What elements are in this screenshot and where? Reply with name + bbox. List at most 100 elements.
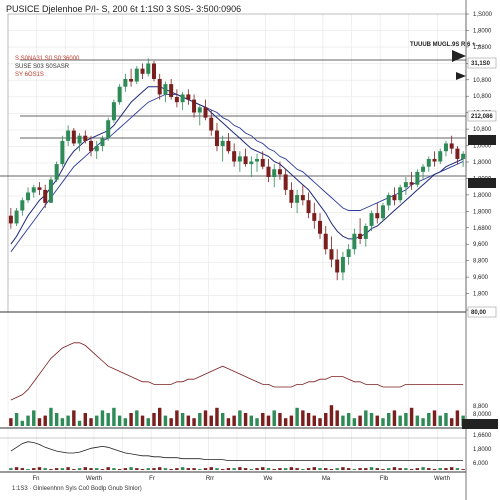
volume-bar (9, 418, 13, 426)
osc-bar (409, 469, 414, 470)
candle-body (443, 143, 448, 152)
volume-bar (409, 407, 414, 426)
candle-body (426, 158, 431, 167)
volume-bar (427, 413, 431, 426)
candle-body (83, 135, 88, 141)
volume-bar (14, 413, 19, 426)
volume-bar (238, 410, 242, 426)
candle-body (197, 107, 202, 113)
price-tick-label: 1,8000 (473, 209, 492, 215)
osc-bar (438, 468, 442, 470)
volume-bar (232, 415, 236, 426)
volume-last-box (462, 419, 498, 429)
candle-body (346, 249, 351, 257)
volume-bar (146, 418, 150, 426)
osc-bar (26, 469, 30, 470)
volume-bar (89, 418, 93, 426)
price-tag-box (467, 110, 497, 122)
volume-bar (432, 410, 437, 426)
candle-body (358, 233, 363, 239)
price-tick-label: 10,800 (473, 94, 492, 100)
volume-bar (54, 413, 59, 426)
candle-body (100, 138, 105, 147)
candle-body (37, 187, 42, 190)
price-tick-label: 10,800 (473, 78, 492, 84)
osc-bar (243, 468, 248, 470)
candle-body (432, 158, 437, 162)
candle-body (134, 68, 139, 82)
price-tag-label: 80,00 (471, 310, 487, 316)
osc-bar (180, 467, 185, 470)
candle-body (386, 195, 391, 206)
osc-bar (318, 468, 322, 470)
candle-body (129, 78, 134, 82)
volume-bar (364, 410, 368, 426)
candle-body (335, 259, 340, 273)
candle-body (255, 158, 260, 162)
osc-bar (203, 468, 208, 470)
candle-body (169, 84, 174, 98)
osc-bar (169, 469, 173, 470)
candle-body (54, 164, 59, 180)
volume-bar (266, 415, 271, 426)
volume-bar (404, 413, 408, 426)
candle-body (438, 151, 443, 162)
candle-body (283, 174, 288, 190)
volume-bar (83, 413, 88, 426)
osc-bar (129, 467, 133, 470)
osc-bar (175, 468, 179, 470)
candle-body (323, 233, 328, 250)
candle-body (272, 169, 277, 177)
osc-bar (238, 467, 242, 470)
volume-bar (100, 410, 105, 426)
volume-bar (381, 418, 385, 426)
candle-body (31, 187, 36, 193)
osc-bar (301, 469, 305, 470)
volume-bar (66, 415, 70, 426)
osc-bar (415, 468, 420, 470)
volume-bar (95, 415, 99, 426)
price-tick-label: 9,600 (473, 242, 489, 248)
osc-bar (192, 468, 196, 470)
osc-bar (369, 467, 374, 470)
candle-body (60, 140, 65, 165)
price-marker-arrow (456, 72, 466, 80)
volume-bar (157, 407, 162, 426)
osc-bar (255, 468, 259, 470)
osc-bar (215, 468, 219, 470)
candle-body (26, 192, 31, 201)
volume-bar (318, 418, 322, 426)
osc-bar (43, 468, 47, 470)
price-tag-box (468, 178, 496, 188)
candle-body (157, 78, 162, 95)
volume-bar (261, 413, 265, 426)
x-tick-label: Werth (434, 476, 450, 482)
candle-body (117, 86, 122, 103)
x-tick-label: Rrr (206, 476, 214, 482)
osc-bar (37, 467, 42, 470)
volume-bar (249, 415, 254, 426)
volume-bar (72, 410, 76, 426)
volume-bar (386, 413, 391, 426)
candle-body (415, 171, 420, 185)
osc-bar (232, 468, 236, 470)
candle-body (300, 195, 305, 201)
x-tick-label: Flb (380, 476, 389, 482)
volume-bar (192, 418, 196, 426)
volume-bar (129, 413, 133, 426)
candle-body (203, 107, 208, 118)
osc-bar (186, 468, 191, 470)
volume-bar (209, 415, 213, 426)
volume-bars (9, 405, 465, 426)
volume-bar (455, 410, 460, 426)
volume-bar (77, 420, 82, 426)
volume-bar (289, 415, 294, 426)
candle-body (363, 226, 368, 239)
x-tick-label: We (264, 476, 274, 482)
candle-body (455, 148, 460, 159)
osc-bar (324, 468, 328, 470)
grid (7, 13, 467, 472)
osc-bar (335, 468, 339, 470)
volume-bar (335, 410, 339, 426)
candle-body (375, 213, 380, 219)
